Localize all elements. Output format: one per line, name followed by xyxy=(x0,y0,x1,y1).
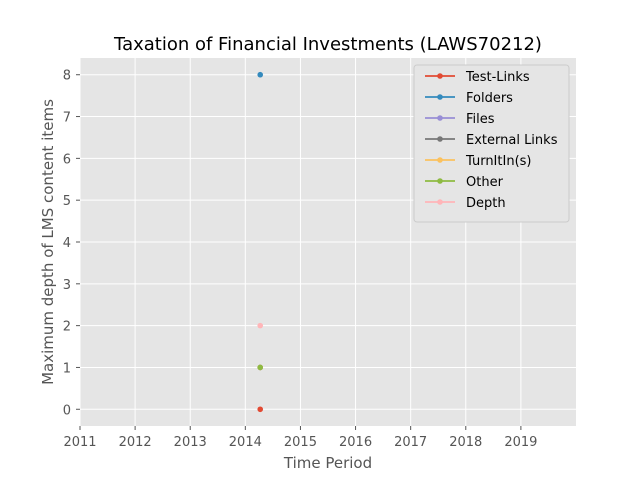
x-tick-label: 2013 xyxy=(174,435,207,450)
legend-marker xyxy=(437,199,443,205)
chart-title: Taxation of Financial Investments (LAWS7… xyxy=(113,34,542,55)
legend-entry: External Links xyxy=(466,133,558,148)
legend-entry: Folders xyxy=(466,91,513,106)
legend: Test-Links Folders Files External Links Turn… xyxy=(413,64,570,223)
y-axis-ticks: 0 1 2 3 4 5 6 7 8 xyxy=(63,69,80,418)
legend-entry: Other xyxy=(466,175,504,190)
data-point xyxy=(257,406,264,413)
x-tick-label: 2014 xyxy=(229,435,262,450)
y-tick-label: 7 xyxy=(63,111,71,126)
legend-entry: TurnItIn(s) xyxy=(465,154,531,169)
y-tick-label: 5 xyxy=(63,194,71,209)
y-tick-label: 6 xyxy=(63,152,71,167)
x-tick-label: 2015 xyxy=(284,435,317,450)
data-point xyxy=(257,322,264,329)
legend-marker xyxy=(437,136,443,142)
x-tick-label: 2018 xyxy=(449,435,482,450)
legend-marker xyxy=(437,115,443,121)
y-tick-label: 3 xyxy=(63,278,71,293)
y-tick-label: 4 xyxy=(63,236,71,251)
legend-marker xyxy=(437,73,443,79)
legend-marker xyxy=(437,157,443,163)
legend-entry: Test-Links xyxy=(465,70,530,85)
y-tick-label: 0 xyxy=(63,403,71,418)
y-tick-label: 2 xyxy=(63,320,71,335)
x-tick-label: 2012 xyxy=(119,435,152,450)
x-tick-label: 2011 xyxy=(63,435,96,450)
y-axis-label: Maximum depth of LMS content items xyxy=(39,99,57,385)
legend-entry: Files xyxy=(466,112,495,127)
y-tick-label: 1 xyxy=(63,361,71,376)
data-point xyxy=(257,364,264,371)
x-axis-ticks: 2011 2012 2013 2014 2015 2016 2017 2018 2019 xyxy=(63,426,537,450)
legend-marker xyxy=(437,94,443,100)
legend-marker xyxy=(437,178,443,184)
x-axis-label: Time Period xyxy=(283,454,372,472)
data-point xyxy=(257,71,264,78)
x-tick-label: 2019 xyxy=(504,435,537,450)
legend-entry: Depth xyxy=(466,196,506,211)
x-tick-label: 2016 xyxy=(339,435,372,450)
x-tick-label: 2017 xyxy=(394,435,427,450)
legend-box xyxy=(413,64,570,223)
data-points xyxy=(257,71,264,413)
y-tick-label: 8 xyxy=(63,69,71,84)
